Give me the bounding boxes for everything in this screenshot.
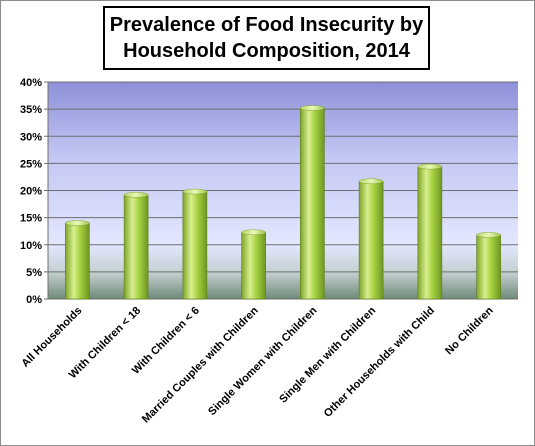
y-tick-label: 25%	[20, 158, 42, 170]
bar-body	[241, 231, 266, 300]
x-tick-label: Married Couples with Children	[140, 304, 261, 425]
bar-top	[417, 163, 443, 170]
y-tick-label: 0%	[26, 294, 42, 306]
bar-body	[65, 222, 90, 300]
bar-body	[123, 194, 149, 300]
bar-top	[182, 188, 208, 195]
y-tick-label: 40%	[20, 77, 42, 89]
bar	[358, 178, 384, 300]
bar-body	[476, 234, 501, 300]
y-tick-label: 35%	[20, 104, 42, 116]
bar	[476, 232, 501, 300]
bar-body	[182, 191, 208, 300]
x-tick-label: Single Women with Children	[206, 304, 320, 418]
y-tick-label: 20%	[20, 186, 42, 198]
chart-title-line-1: Prevalence of Food Insecurity by	[109, 14, 424, 36]
bar-top	[65, 220, 90, 226]
bar	[182, 188, 208, 300]
x-tick-label: Single Men with Children	[277, 304, 378, 405]
x-tick-label: Other Households with Child	[322, 305, 437, 420]
bar	[123, 192, 149, 300]
y-tick-labels: 0% 5% 10% 15% 20% 25% 30% 35% 40%	[20, 77, 42, 306]
y-tick-label: 5%	[26, 267, 42, 279]
bar-top	[358, 178, 384, 185]
y-tick-label: 30%	[20, 131, 42, 143]
x-tick-label: No Children	[443, 304, 496, 357]
bar-top	[241, 229, 266, 236]
bar-body	[300, 107, 325, 300]
bars	[65, 105, 501, 300]
bar-top	[300, 105, 325, 111]
y-tick-label: 15%	[20, 213, 42, 225]
bar-body	[358, 180, 384, 300]
x-tick-label: All Households	[19, 305, 84, 370]
chart-title: Prevalence of Food Insecurity by Househo…	[103, 6, 430, 70]
bar	[241, 229, 266, 300]
bar	[417, 163, 443, 300]
bar	[300, 105, 325, 300]
bar-top	[123, 192, 149, 198]
chart-title-line-2: Household Composition, 2014	[123, 40, 410, 62]
bar-body	[417, 166, 443, 300]
bar-top	[476, 232, 501, 238]
y-tick-label: 10%	[20, 240, 42, 252]
bar	[65, 220, 90, 300]
